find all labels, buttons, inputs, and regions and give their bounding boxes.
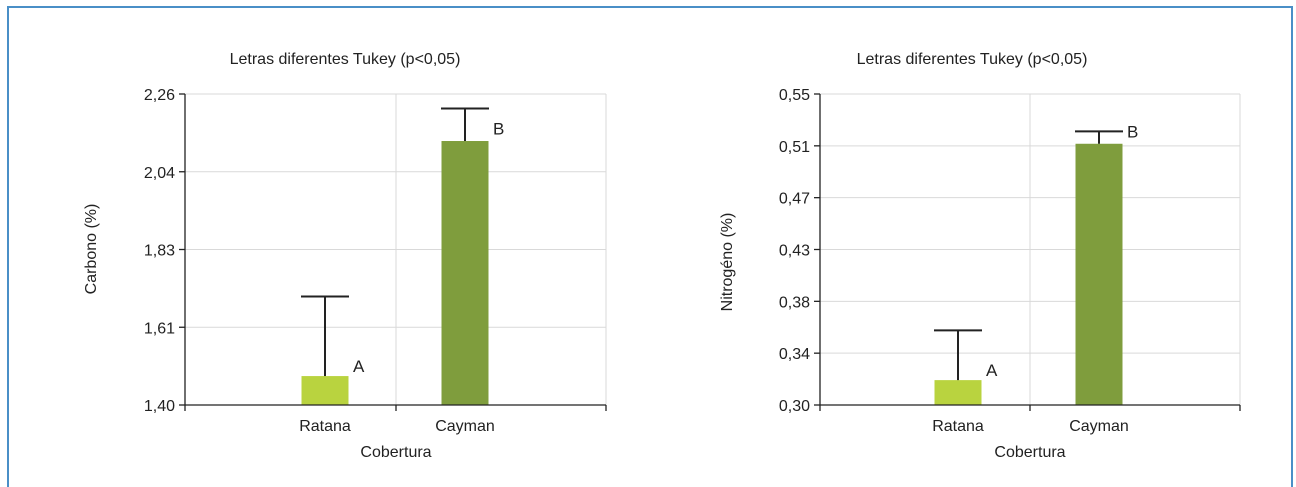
y-tick-label: 2,26 [144, 87, 175, 104]
grid [185, 93, 607, 405]
chart-carbono: Letras diferentes Tukey (p<0,05) Carbono… [83, 51, 607, 461]
bar-cayman [441, 141, 489, 405]
axes [179, 93, 607, 411]
category-label: Cayman [1069, 418, 1129, 435]
significance-letter: B [493, 119, 504, 138]
chart-title: Letras diferentes Tukey (p<0,05) [857, 51, 1088, 68]
figure-frame [7, 6, 1293, 487]
tick-labels: 0,55 0,51 0,47 0,43 0,38 0,34 0,30 Ratana Cayman [779, 87, 1129, 435]
grid [820, 93, 1241, 405]
significance-letter: B [1127, 122, 1138, 141]
bars: AB [934, 122, 1138, 405]
bar-ratana [301, 376, 349, 405]
y-axis-label: Carbono (%) [83, 204, 100, 295]
y-tick-label: 0,43 [779, 243, 810, 260]
y-tick-label: 1,61 [144, 320, 175, 337]
y-tick-label: 1,40 [144, 398, 175, 415]
y-tick-label: 1,83 [144, 243, 175, 260]
chart-nitrogeno: Letras diferentes Tukey (p<0,05) Nitrogé… [719, 51, 1241, 461]
y-tick-label: 0,51 [779, 139, 810, 156]
bar-cayman [1075, 143, 1123, 405]
x-axis-label: Cobertura [994, 444, 1065, 461]
y-tick-label: 0,34 [779, 346, 810, 363]
y-tick-label: 0,38 [779, 294, 810, 311]
y-tick-label: 0,55 [779, 87, 810, 104]
bars: AB [301, 107, 504, 405]
y-tick-label: 2,04 [144, 165, 175, 182]
y-axis-label: Nitrogéno (%) [719, 213, 736, 312]
y-tick-label: 0,47 [779, 191, 810, 208]
x-axis-label: Cobertura [360, 444, 431, 461]
axes [814, 93, 1241, 411]
y-tick-label: 0,30 [779, 398, 810, 415]
significance-letter: A [353, 357, 365, 376]
bar-ratana [934, 380, 982, 405]
chart-title: Letras diferentes Tukey (p<0,05) [230, 51, 461, 68]
category-label: Ratana [299, 418, 351, 435]
tick-labels: 2,26 2,04 1,83 1,61 1,40 Ratana Cayman [144, 87, 495, 435]
category-label: Ratana [932, 418, 984, 435]
category-label: Cayman [435, 418, 495, 435]
significance-letter: A [986, 361, 998, 380]
